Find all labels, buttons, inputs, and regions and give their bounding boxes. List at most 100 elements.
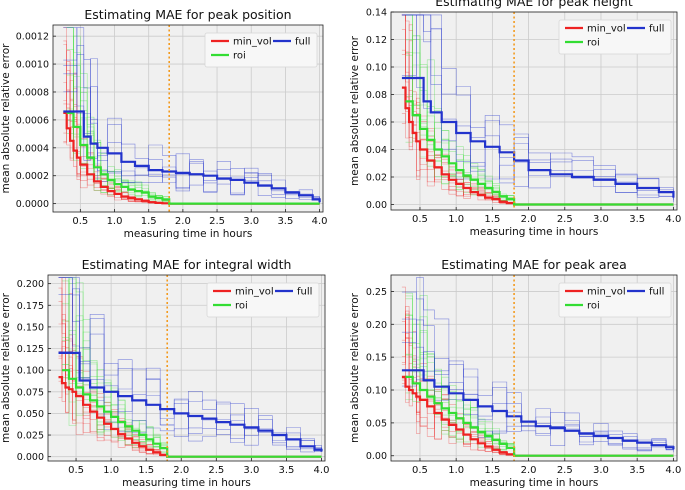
y-tick-label: 0.025 xyxy=(17,431,44,442)
x-tick-label: 0.5 xyxy=(412,214,428,225)
trace-min_vol xyxy=(58,334,322,457)
trace-full xyxy=(58,277,322,450)
x-tick-label: 1.5 xyxy=(138,465,154,476)
chart-title: Estimating MAE for peak position xyxy=(84,7,291,22)
plot-content xyxy=(63,27,321,205)
x-tick-label: 4.0 xyxy=(312,216,328,227)
x-tick-label: 2.5 xyxy=(557,214,573,225)
chart-title: Estimating MAE for integral width xyxy=(82,257,292,272)
x-tick-label: 4.0 xyxy=(665,214,681,225)
chart-2: 0.5 1.0 1.5 2.0 2.5 3.0 3.5 4.0 0.00 0.02 0.04 0.06… xyxy=(349,0,681,238)
series-min_vol-line xyxy=(401,86,674,206)
y-tick-label: 0.0006 xyxy=(16,115,49,126)
legend-label-roi: roi xyxy=(235,301,248,312)
series-roi-line xyxy=(62,369,322,458)
trace-min_vol xyxy=(58,314,322,457)
y-tick-label: 0.12 xyxy=(366,35,387,46)
y-tick-label: 0.0012 xyxy=(16,32,49,43)
x-tick-label: 2.0 xyxy=(521,465,537,476)
y-tick-label: 0.20 xyxy=(366,320,387,331)
y-axis-label: mean absolute relative error xyxy=(0,292,12,443)
trace-min_vol xyxy=(58,301,322,457)
chart-title: Estimating MAE for peak height xyxy=(435,0,633,9)
series-full-line xyxy=(63,110,321,203)
x-tick-label: 1.0 xyxy=(448,214,464,225)
trace-min_vol xyxy=(58,277,322,457)
legend-label-full: full xyxy=(649,24,664,35)
y-tick-label: 0.00 xyxy=(366,200,387,211)
legend-label-min_vol: min_vol xyxy=(587,287,626,298)
y-tick-label: 0.0002 xyxy=(16,171,49,182)
trace-min_vol xyxy=(401,14,674,205)
legend-label-min_vol: min_vol xyxy=(233,37,272,48)
axes-frame xyxy=(52,24,324,213)
x-tick-label: 2.0 xyxy=(175,216,191,227)
chart-3: 0.5 1.0 1.5 2.0 2.5 3.0 3.5 4.0 0.000 0.025 0.050 0… xyxy=(0,257,329,489)
series-min_vol-line xyxy=(401,375,674,457)
series-full-line xyxy=(401,369,675,450)
y-tick-label: 0.06 xyxy=(366,118,387,129)
x-tick-label: 0.5 xyxy=(68,465,84,476)
legend-label-roi: roi xyxy=(587,38,600,49)
plot-content xyxy=(58,277,323,458)
x-tick-label: 3.5 xyxy=(277,216,293,227)
legend-label-min_vol: min_vol xyxy=(235,287,274,298)
x-tick-label: 1.0 xyxy=(448,465,464,476)
axes-frame xyxy=(390,11,678,211)
trace-full xyxy=(58,277,322,451)
chart-1: 0.5 1.0 1.5 2.0 2.5 3.0 3.5 4.0 0.0000 0.0002 0.00… xyxy=(0,7,328,240)
legend-label-full: full xyxy=(297,287,312,298)
y-tick-label: 0.10 xyxy=(366,386,387,397)
x-tick-label: 1.5 xyxy=(141,216,157,227)
y-tick-label: 0.08 xyxy=(366,90,387,101)
x-axis-label: measuring time in hours xyxy=(122,477,251,489)
x-tick-label: 4.0 xyxy=(665,465,681,476)
y-tick-label: 0.04 xyxy=(366,145,387,156)
series-min_vol-line xyxy=(63,111,320,205)
chart-4: 0.5 1.0 1.5 2.0 2.5 3.0 3.5 4.0 0.00 0.05 0.10 0.15… xyxy=(349,257,681,489)
legend-label-full: full xyxy=(295,37,310,48)
legend-label-roi: roi xyxy=(233,51,246,62)
legend-label-min_vol: min_vol xyxy=(587,24,626,35)
y-tick-label: 0.075 xyxy=(17,387,44,398)
y-tick-label: 0.200 xyxy=(17,279,44,290)
y-tick-label: 0.05 xyxy=(366,418,387,429)
plot-content xyxy=(401,277,675,457)
y-tick-label: 0.050 xyxy=(17,409,44,420)
y-tick-label: 0.02 xyxy=(366,173,387,184)
x-axis-label: measuring time in hours xyxy=(470,226,599,238)
x-axis-label: measuring time in hours xyxy=(470,477,599,489)
trace-min_vol xyxy=(401,49,674,205)
series-roi-line xyxy=(405,100,674,206)
trace-min_vol xyxy=(58,287,322,457)
x-tick-label: 3.5 xyxy=(629,214,645,225)
y-tick-label: 0.14 xyxy=(366,8,387,19)
trace-min_vol xyxy=(401,310,674,456)
series-full-line xyxy=(58,351,323,452)
trace-min_vol xyxy=(401,40,674,205)
x-tick-label: 3.0 xyxy=(243,465,259,476)
x-tick-label: 2.5 xyxy=(209,216,225,227)
x-tick-label: 2.5 xyxy=(557,465,573,476)
trace-full xyxy=(63,65,320,203)
trace-min_vol xyxy=(58,319,322,457)
y-tick-label: 0.125 xyxy=(17,344,44,355)
trace-roi xyxy=(405,315,674,456)
trace-min_vol xyxy=(58,293,322,457)
y-tick-label: 0.0000 xyxy=(16,199,49,210)
series-roi-line xyxy=(405,375,674,457)
x-tick-label: 3.5 xyxy=(629,465,645,476)
y-axis-label: mean absolute relative error xyxy=(349,35,361,186)
y-tick-label: 0.0008 xyxy=(16,87,49,98)
axes-frame xyxy=(47,274,326,462)
y-tick-label: 0.00 xyxy=(366,451,387,462)
y-tick-label: 0.000 xyxy=(17,452,44,463)
y-tick-label: 0.25 xyxy=(366,287,387,298)
y-tick-label: 0.0004 xyxy=(16,143,49,154)
x-tick-label: 1.5 xyxy=(484,465,500,476)
